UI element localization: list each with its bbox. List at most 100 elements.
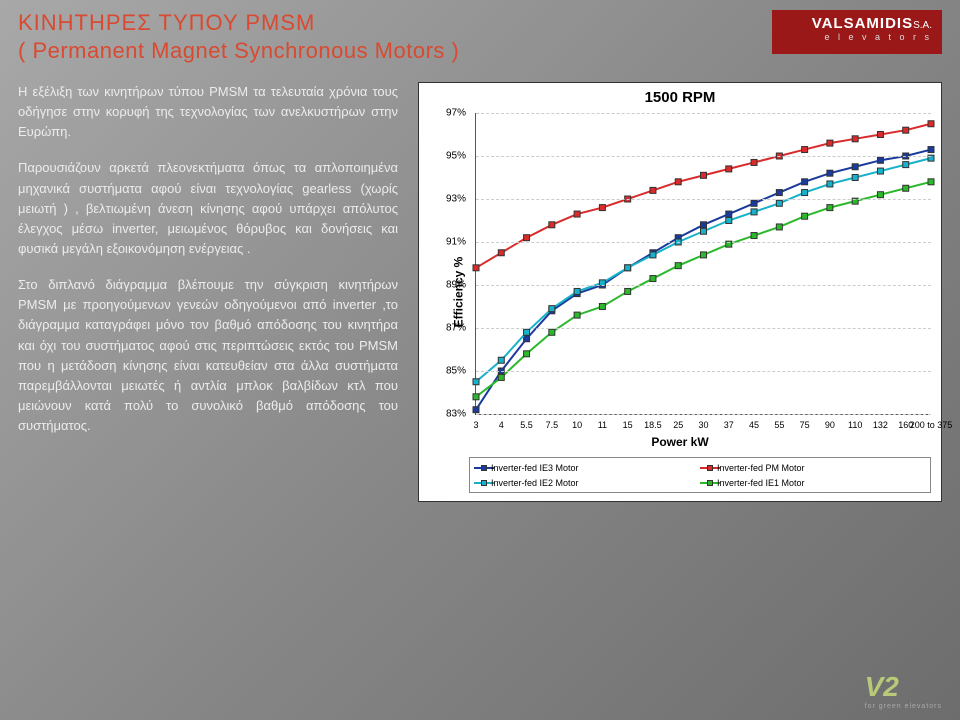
chart-legend: Inverter-fed IE3 Motor Inverter-fed PM Mo… (469, 457, 931, 493)
legend-swatch (474, 480, 487, 486)
gridline (476, 199, 931, 200)
legend-item: Inverter-fed IE2 Motor (474, 475, 700, 490)
series-marker (650, 252, 656, 258)
title-main: ΚΙΝΗΤΗΡΕΣ ΤΥΠΟΥ PMSM (18, 10, 459, 36)
xtick-label: 5.5 (520, 420, 533, 430)
gridline (476, 242, 931, 243)
series-marker (903, 185, 909, 191)
series-marker (776, 200, 782, 206)
chart-title: 1500 RPM (645, 89, 716, 106)
company-logo: VALSAMIDISS.A. e l e v a t o r s (772, 10, 942, 54)
xtick-label: 55 (774, 420, 784, 430)
paragraph-1: Η εξέλιξη των κινητήρων τύπου PMSM τα τε… (18, 82, 398, 142)
series-marker (473, 265, 479, 271)
legend-swatch (700, 480, 713, 486)
xtick-label: 37 (724, 420, 734, 430)
series-marker (473, 379, 479, 385)
legend-label: Inverter-fed PM Motor (717, 463, 805, 473)
series-marker (877, 132, 883, 138)
series-marker (827, 140, 833, 146)
series-marker (701, 252, 707, 258)
series-marker (802, 190, 808, 196)
series-marker (751, 233, 757, 239)
series-marker (751, 159, 757, 165)
ytick-label: 91% (446, 237, 466, 248)
gridline (476, 414, 931, 415)
logo-sa: S.A. (913, 20, 932, 31)
legend-item: Inverter-fed IE3 Motor (474, 460, 700, 475)
series-marker (574, 211, 580, 217)
ytick-label: 85% (446, 366, 466, 377)
xtick-label: 11 (598, 420, 607, 430)
series-marker (827, 170, 833, 176)
ytick-label: 95% (446, 151, 466, 162)
series-marker (498, 250, 504, 256)
series-marker (524, 235, 530, 241)
legend-item: Inverter-fed IE1 Motor (700, 475, 926, 490)
series-marker (827, 181, 833, 187)
series-marker (852, 136, 858, 142)
series-marker (549, 306, 555, 312)
series-marker (650, 276, 656, 282)
efficiency-chart: 1500 RPM Efficiency % Power kW 83%85%87%… (418, 82, 942, 502)
series-marker (549, 222, 555, 228)
series-marker (701, 228, 707, 234)
series-marker (473, 407, 479, 413)
xtick-label: 132 (873, 420, 888, 430)
legend-label: Inverter-fed IE2 Motor (491, 478, 579, 488)
series-marker (650, 187, 656, 193)
series-marker (726, 166, 732, 172)
series-marker (498, 357, 504, 363)
series-marker (751, 200, 757, 206)
xtick-label: 7.5 (546, 420, 559, 430)
footer-logo: V2 for green elevators (865, 671, 942, 710)
chart-xlabel: Power kW (651, 435, 708, 449)
chart-plot-area: 83%85%87%89%91%93%95%97%345.57.510111518… (475, 113, 931, 415)
logo-brand: VALSAMIDIS (812, 15, 913, 32)
gridline (476, 371, 931, 372)
series-marker (802, 147, 808, 153)
series-marker (599, 205, 605, 211)
xtick-label: 75 (800, 420, 810, 430)
series-marker (827, 205, 833, 211)
series-marker (928, 179, 934, 185)
series-line (476, 158, 931, 382)
title-sub: ( Permanent Magnet Synchronous Motors ) (18, 38, 459, 64)
series-marker (524, 351, 530, 357)
ytick-label: 83% (446, 409, 466, 420)
chart-ylabel: Efficiency % (451, 257, 465, 328)
series-marker (903, 162, 909, 168)
series-marker (852, 164, 858, 170)
xtick-label: 4 (499, 420, 504, 430)
legend-item: Inverter-fed PM Motor (700, 460, 926, 475)
legend-label: Inverter-fed IE3 Motor (491, 463, 579, 473)
series-marker (524, 329, 530, 335)
xtick-label: 45 (749, 420, 759, 430)
legend-swatch (700, 465, 713, 471)
gridline (476, 285, 931, 286)
ytick-label: 93% (446, 194, 466, 205)
series-marker (675, 263, 681, 269)
gridline (476, 328, 931, 329)
series-marker (726, 211, 732, 217)
footer-logo-text: V2 (865, 671, 899, 702)
series-line (476, 182, 931, 397)
series-marker (928, 121, 934, 127)
series-marker (574, 288, 580, 294)
paragraph-2: Παρουσιάζουν αρκετά πλεονεκτήματα όπως τ… (18, 158, 398, 259)
series-marker (574, 312, 580, 318)
xtick-label: 15 (623, 420, 633, 430)
body-text: Η εξέλιξη των κινητήρων τύπου PMSM τα τε… (18, 82, 398, 502)
xtick-label: 90 (825, 420, 835, 430)
xtick-label: 200 to 375 (910, 420, 953, 430)
ytick-label: 89% (446, 280, 466, 291)
series-marker (928, 147, 934, 153)
series-marker (675, 179, 681, 185)
series-marker (726, 218, 732, 224)
xtick-label: 10 (572, 420, 582, 430)
series-marker (877, 157, 883, 163)
paragraph-3: Στο διπλανό διάγραμμα βλέπουμε την σύγκρ… (18, 275, 398, 436)
gridline (476, 113, 931, 114)
ytick-label: 87% (446, 323, 466, 334)
xtick-label: 18.5 (644, 420, 662, 430)
